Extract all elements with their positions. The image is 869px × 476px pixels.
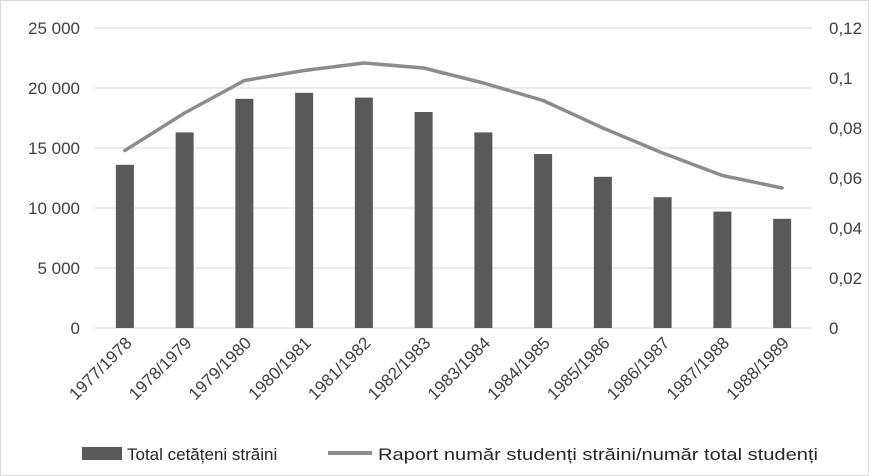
x-tick-label: 1978/1979 [125, 333, 195, 403]
bar [235, 98, 254, 328]
bar [295, 92, 314, 328]
y2-tick-label: 0,1 [829, 69, 853, 88]
series-line [123, 61, 784, 190]
bar [593, 176, 612, 328]
legend-bar-swatch [82, 447, 122, 460]
x-tick-label: 1985/1986 [543, 333, 613, 403]
x-tick-label: 1986/1987 [603, 333, 673, 403]
bar [115, 164, 134, 328]
x-tick-label: 1977/1978 [65, 333, 135, 403]
y2-tick-label: 0,08 [829, 119, 862, 138]
x-tick-label: 1979/1980 [185, 333, 255, 403]
bar [773, 218, 792, 328]
x-tick-label: 1988/1989 [723, 333, 793, 403]
bar [713, 211, 732, 328]
bar [175, 132, 194, 328]
y2-tick-label: 0,04 [829, 219, 862, 238]
x-tick-label: 1983/1984 [424, 333, 494, 403]
legend-label-line: Raport număr studenți străini/număr tota… [378, 445, 818, 464]
y2-tick-label: 0,06 [829, 169, 862, 188]
x-tick-label: 1987/1988 [663, 333, 733, 403]
y2-tick-label: 0,02 [829, 269, 862, 288]
y2-tick-label: 0 [829, 319, 838, 338]
x-tick-label: 1981/1982 [304, 333, 374, 403]
y2-tick-label: 0,12 [829, 19, 862, 38]
y-tick-label: 10 000 [28, 199, 80, 218]
y-tick-label: 20 000 [28, 79, 80, 98]
x-tick-label: 1980/1981 [245, 333, 315, 403]
bar [534, 154, 553, 328]
y-tick-label: 15 000 [28, 139, 80, 158]
y-tick-label: 25 000 [28, 19, 80, 38]
y-tick-label: 5 000 [37, 259, 80, 278]
bar [653, 197, 672, 328]
y-tick-label: 0 [71, 319, 80, 338]
legend-label-bars: Total cetățeni străini [127, 445, 277, 464]
bar [474, 132, 493, 328]
bar [414, 112, 433, 328]
bar [354, 97, 373, 328]
x-tick-label: 1982/1983 [364, 333, 434, 403]
x-tick-label: 1984/1985 [484, 333, 554, 403]
